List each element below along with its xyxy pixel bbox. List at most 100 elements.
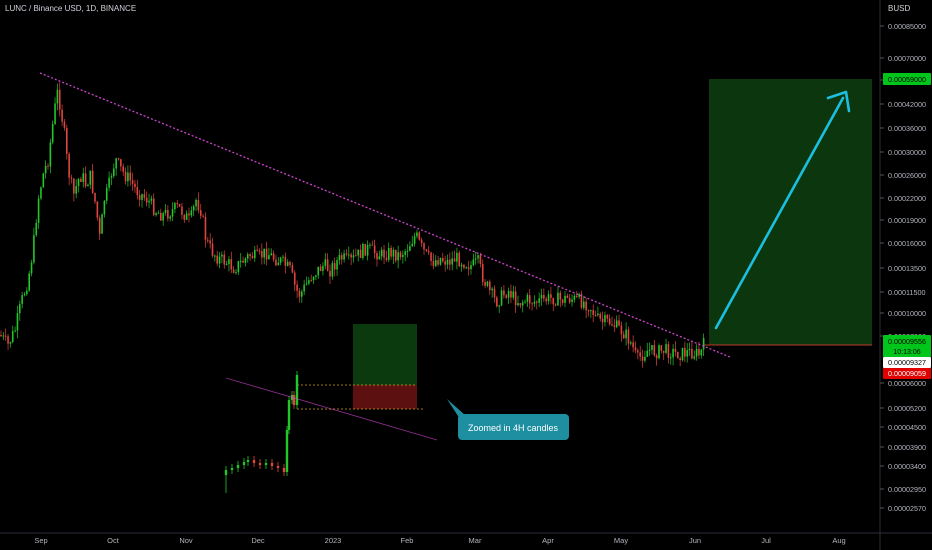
candle-body bbox=[585, 301, 587, 311]
candle-body bbox=[580, 294, 583, 308]
candle-body bbox=[30, 262, 33, 274]
candle-body bbox=[190, 210, 193, 216]
candle-body bbox=[35, 222, 38, 236]
x-tick-label: Aug bbox=[832, 536, 845, 545]
candle-body bbox=[73, 178, 75, 194]
candle-body bbox=[627, 329, 630, 344]
badge-current-label: 0.00009556 bbox=[888, 337, 926, 346]
candle-body bbox=[261, 251, 263, 258]
zoomed-4h-candles bbox=[224, 371, 299, 493]
candle-body bbox=[197, 199, 200, 211]
x-tick-label: Feb bbox=[401, 536, 414, 545]
candle-body bbox=[326, 259, 329, 271]
candle-body bbox=[343, 253, 345, 260]
candle-body bbox=[573, 295, 576, 300]
candle-body bbox=[688, 348, 691, 351]
candle-body bbox=[129, 172, 132, 181]
candle-body bbox=[594, 314, 597, 316]
candle-body bbox=[16, 313, 19, 331]
candle-body bbox=[279, 257, 282, 263]
drawings bbox=[39, 72, 851, 441]
candle-body bbox=[171, 209, 174, 217]
candle-body bbox=[592, 310, 594, 315]
annotation-callout: Zoomed in 4H candles bbox=[447, 399, 569, 440]
badge-current-bg bbox=[883, 335, 931, 357]
candle-body bbox=[209, 240, 211, 244]
candle-body bbox=[406, 250, 409, 252]
candle-body bbox=[254, 249, 256, 259]
zoom-stop-zone bbox=[353, 385, 417, 409]
candle-body bbox=[439, 257, 442, 265]
candle-body bbox=[597, 313, 599, 315]
candle-body bbox=[658, 345, 660, 359]
candle-body bbox=[355, 255, 357, 257]
candle-body bbox=[40, 187, 42, 199]
candle-body bbox=[164, 209, 167, 214]
zoom-target-zone bbox=[353, 324, 417, 385]
candle-body bbox=[322, 265, 324, 271]
candle-body bbox=[604, 315, 606, 323]
candle-body bbox=[481, 263, 484, 282]
candle-body bbox=[543, 295, 545, 299]
candle-body bbox=[695, 348, 698, 357]
candle-body bbox=[615, 320, 618, 328]
candle-body bbox=[411, 243, 414, 247]
y-tick-label: 0.00003400 bbox=[888, 462, 926, 471]
candle-body bbox=[160, 212, 162, 221]
candle-body bbox=[87, 184, 89, 187]
y-tick-label: 0.00070000 bbox=[888, 54, 926, 63]
candle-body bbox=[660, 345, 663, 351]
candle-body bbox=[474, 258, 477, 260]
candle-body bbox=[479, 255, 482, 264]
candle-body bbox=[148, 200, 150, 203]
x-tick-label: Dec bbox=[251, 536, 265, 545]
y-tick-label: 0.00010000 bbox=[888, 309, 926, 318]
badge-stop-label: 0.00009059 bbox=[888, 369, 926, 378]
candle-body bbox=[265, 248, 268, 260]
y-tick-label: 0.00042000 bbox=[888, 100, 926, 109]
candle-body bbox=[644, 356, 646, 361]
candle-body bbox=[305, 283, 308, 285]
candle-body bbox=[204, 216, 207, 240]
candle-body bbox=[472, 259, 475, 266]
candle-body bbox=[183, 214, 186, 220]
zoom-candle-body bbox=[230, 468, 234, 470]
candle-body bbox=[458, 252, 461, 267]
candle-body bbox=[7, 336, 9, 344]
candle-body bbox=[242, 260, 244, 263]
callout-pointer bbox=[447, 399, 466, 416]
candle-body bbox=[465, 267, 468, 269]
zoom-candle-body bbox=[258, 463, 262, 465]
y-tick-label: 0.00022000 bbox=[888, 194, 926, 203]
candle-body bbox=[442, 257, 444, 262]
candle-body bbox=[672, 348, 674, 358]
candle-body bbox=[559, 292, 562, 300]
candle-body bbox=[601, 318, 604, 323]
candle-body bbox=[108, 177, 110, 188]
candle-body bbox=[178, 203, 181, 207]
candle-body bbox=[514, 291, 517, 306]
candle-body bbox=[648, 349, 651, 351]
candle-body bbox=[507, 290, 510, 298]
candle-body bbox=[235, 271, 237, 273]
candle-body bbox=[289, 261, 291, 266]
y-tick-label: 0.00002570 bbox=[888, 504, 926, 513]
candle-body bbox=[606, 315, 609, 319]
price-badges: 0.00059000 0.00009556 10:13:06 0.00009327 0.… bbox=[883, 73, 931, 379]
zoom-candle-body bbox=[246, 460, 250, 462]
target-zone bbox=[709, 79, 872, 345]
y-axis: 0.000850000.000700000.000500000.00042000… bbox=[879, 0, 926, 550]
candle-body bbox=[103, 200, 106, 215]
callout-box bbox=[458, 414, 569, 440]
candle-body bbox=[662, 350, 665, 353]
zoom-candle-body bbox=[295, 375, 299, 405]
candle-body bbox=[270, 253, 273, 256]
y-tick-label: 0.00026000 bbox=[888, 171, 926, 180]
y-tick-label: 0.00002950 bbox=[888, 485, 926, 494]
candle-body bbox=[263, 248, 265, 258]
candle-body bbox=[225, 263, 228, 265]
candle-body bbox=[348, 254, 350, 256]
candle-body bbox=[251, 256, 254, 259]
candle-body bbox=[554, 304, 557, 306]
